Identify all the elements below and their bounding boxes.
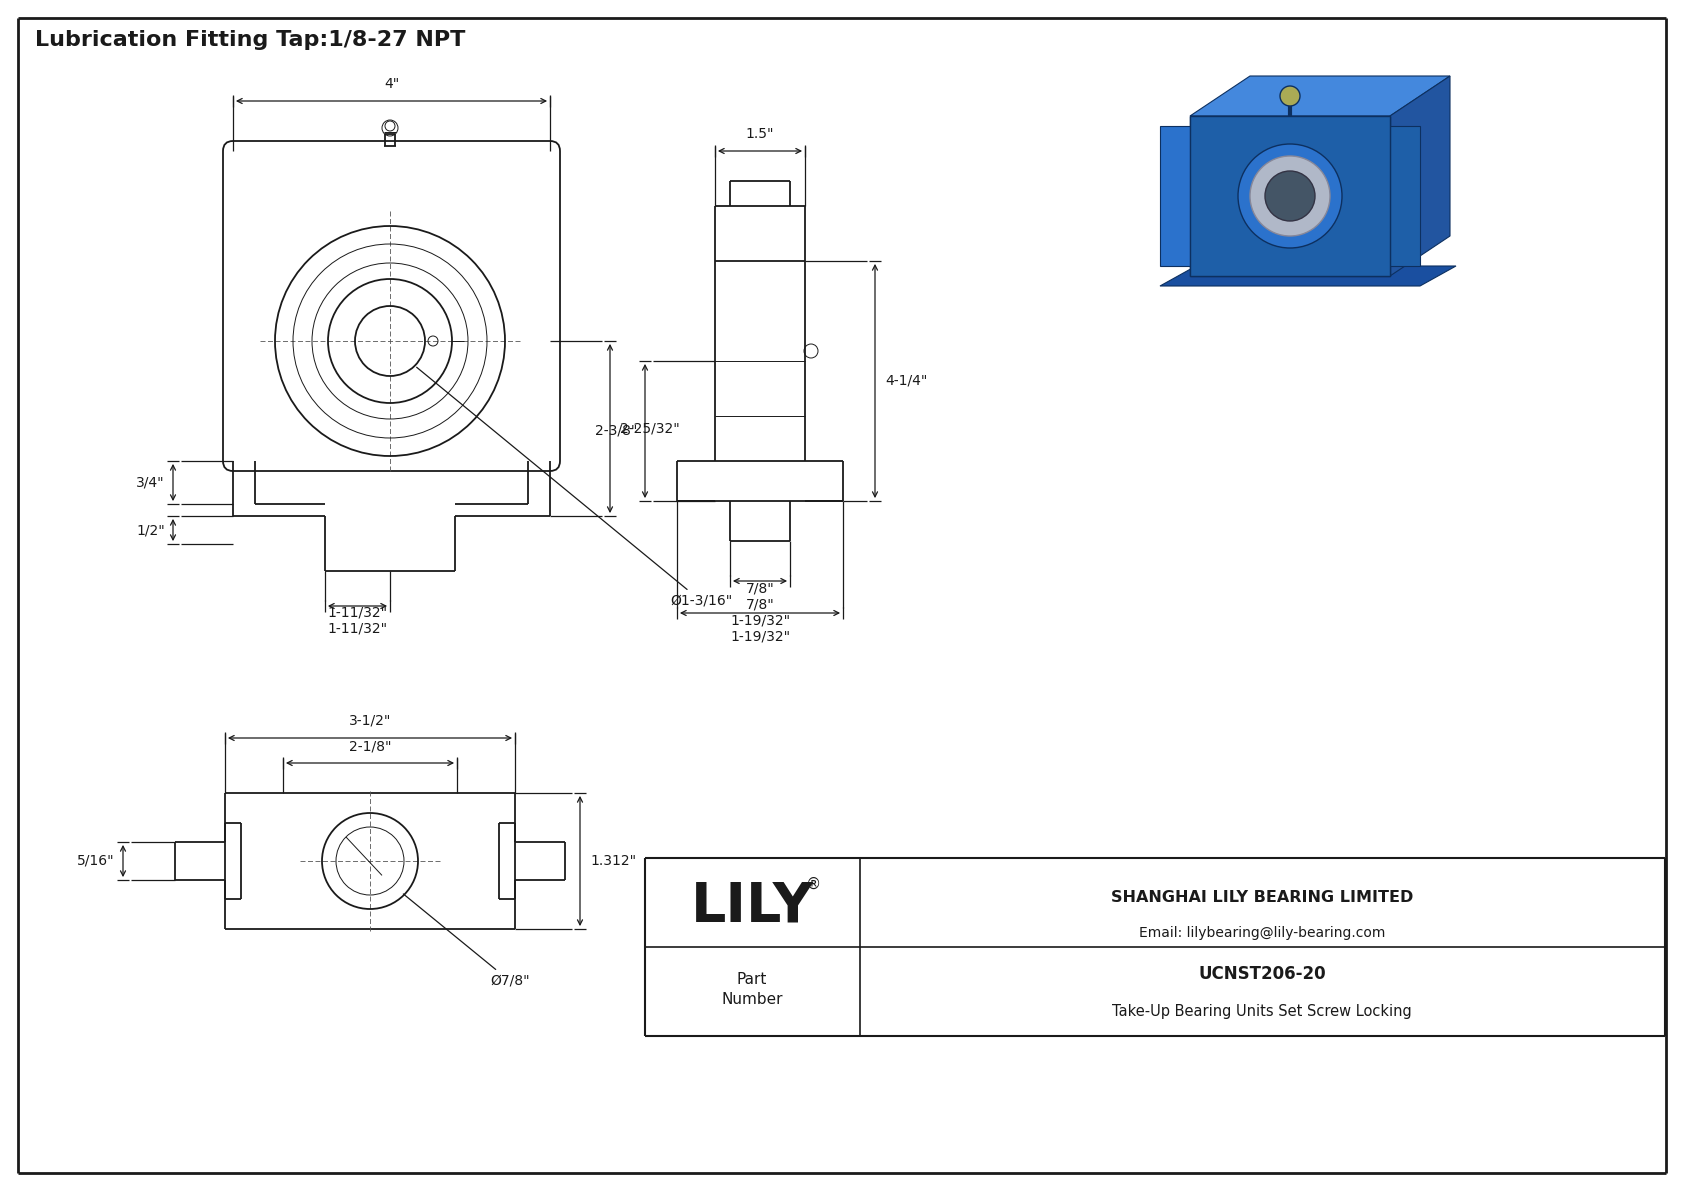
Text: Part
Number: Part Number bbox=[721, 972, 783, 1008]
Circle shape bbox=[1280, 86, 1300, 106]
Polygon shape bbox=[1160, 126, 1191, 266]
Circle shape bbox=[1238, 144, 1342, 248]
Polygon shape bbox=[1160, 266, 1457, 286]
Text: 3-1/2": 3-1/2" bbox=[349, 713, 391, 728]
Text: 2-1/8": 2-1/8" bbox=[349, 738, 391, 753]
Circle shape bbox=[1265, 172, 1315, 222]
Circle shape bbox=[1250, 156, 1330, 236]
Text: 7/8": 7/8" bbox=[746, 581, 775, 596]
Text: 3/4": 3/4" bbox=[136, 475, 165, 490]
Text: 4-1/4": 4-1/4" bbox=[886, 374, 928, 388]
Text: ®: ® bbox=[807, 877, 822, 892]
Bar bbox=[1191, 116, 1389, 276]
Polygon shape bbox=[1389, 126, 1420, 266]
Text: Take-Up Bearing Units Set Screw Locking: Take-Up Bearing Units Set Screw Locking bbox=[1111, 1004, 1411, 1018]
Circle shape bbox=[1250, 156, 1330, 236]
Text: Lubrication Fitting Tap:1/8-27 NPT: Lubrication Fitting Tap:1/8-27 NPT bbox=[35, 30, 465, 50]
Bar bbox=[1191, 116, 1389, 276]
Text: Ø7/8": Ø7/8" bbox=[404, 894, 530, 989]
Text: Ø1-3/16": Ø1-3/16" bbox=[416, 367, 733, 607]
Circle shape bbox=[1265, 172, 1315, 222]
Text: LILY: LILY bbox=[690, 879, 813, 933]
FancyBboxPatch shape bbox=[222, 141, 561, 470]
Text: 1.5": 1.5" bbox=[746, 127, 775, 141]
Text: 7/8": 7/8" bbox=[746, 597, 775, 611]
Circle shape bbox=[1238, 144, 1342, 248]
Text: UCNST206-20: UCNST206-20 bbox=[1199, 965, 1325, 983]
Polygon shape bbox=[1191, 76, 1450, 116]
Text: 1/2": 1/2" bbox=[136, 523, 165, 537]
Polygon shape bbox=[1389, 76, 1450, 276]
Text: 2-3/8": 2-3/8" bbox=[594, 424, 637, 438]
Text: 1.312": 1.312" bbox=[589, 854, 637, 868]
Text: 1-19/32": 1-19/32" bbox=[729, 613, 790, 626]
Text: 1-11/32": 1-11/32" bbox=[327, 622, 387, 636]
Text: 5/16": 5/16" bbox=[77, 854, 115, 868]
Text: 1-19/32": 1-19/32" bbox=[729, 629, 790, 643]
Text: 4": 4" bbox=[384, 77, 399, 91]
Text: 2-25/32": 2-25/32" bbox=[620, 422, 680, 436]
Text: 1-11/32": 1-11/32" bbox=[327, 606, 387, 621]
Text: SHANGHAI LILY BEARING LIMITED: SHANGHAI LILY BEARING LIMITED bbox=[1111, 890, 1413, 905]
Text: Email: lilybearing@lily-bearing.com: Email: lilybearing@lily-bearing.com bbox=[1138, 925, 1386, 940]
